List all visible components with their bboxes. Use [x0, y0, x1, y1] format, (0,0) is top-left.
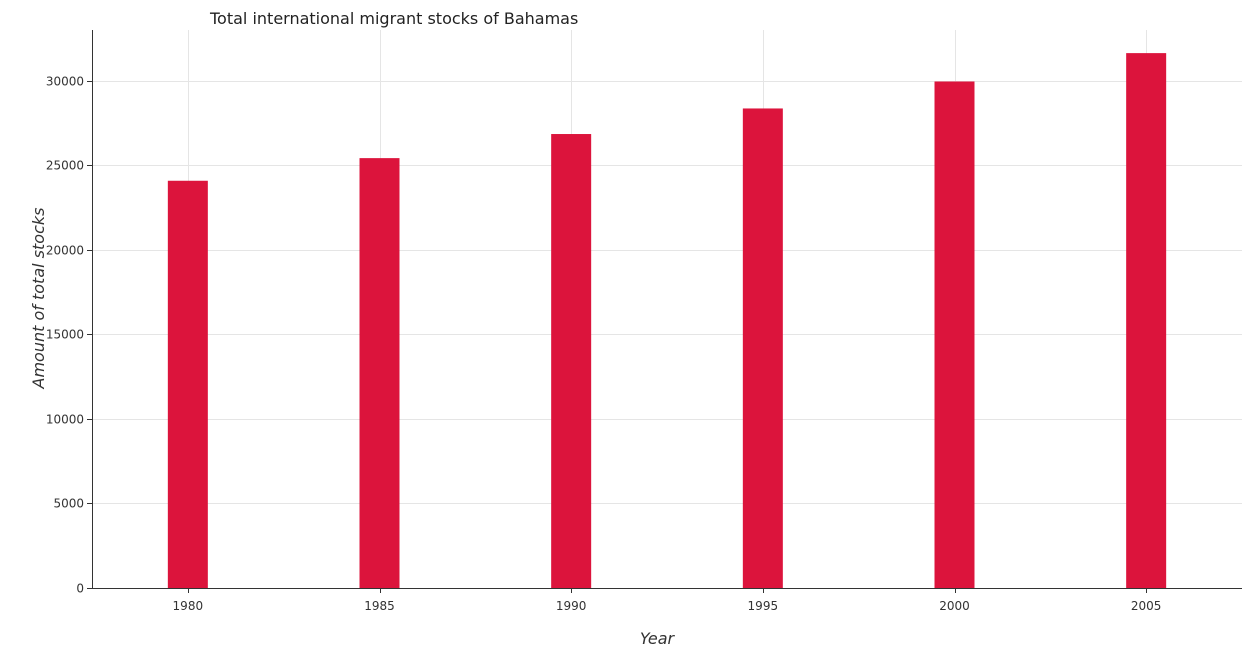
- y-tick-label: 25000: [46, 159, 84, 173]
- x-tick-label: 1995: [748, 599, 779, 613]
- bar-1995: [742, 108, 783, 588]
- y-tick-label: 30000: [46, 75, 84, 89]
- x-tick-label: 1985: [364, 599, 395, 613]
- y-tick-label: 15000: [46, 328, 84, 342]
- x-tick-label: 1990: [556, 599, 587, 613]
- x-tick-label: 2000: [939, 599, 970, 613]
- bar-1990: [551, 134, 592, 589]
- tick-labels: 0 5000 10000 15000 20000 25000 30000 1980 1985 19…: [46, 75, 1162, 614]
- bar-1980: [167, 180, 208, 588]
- y-axis-label: Amount of total stocks: [29, 208, 48, 390]
- y-tick-label: 0: [76, 582, 84, 596]
- chart-title: Total international migrant stocks of Ba…: [209, 9, 578, 28]
- bar-1985: [359, 158, 400, 588]
- y-tick-label: 20000: [46, 244, 84, 258]
- bars: [167, 53, 1167, 589]
- bar-2000: [934, 81, 975, 588]
- y-tick-label: 5000: [53, 497, 84, 511]
- x-tick-label: 1980: [173, 599, 204, 613]
- grid-lines: [92, 30, 1242, 589]
- axes: [87, 30, 1242, 593]
- x-axis-label: Year: [640, 629, 676, 648]
- bar-2005: [1126, 53, 1167, 588]
- x-tick-label: 2005: [1131, 599, 1162, 613]
- y-tick-label: 10000: [46, 413, 84, 427]
